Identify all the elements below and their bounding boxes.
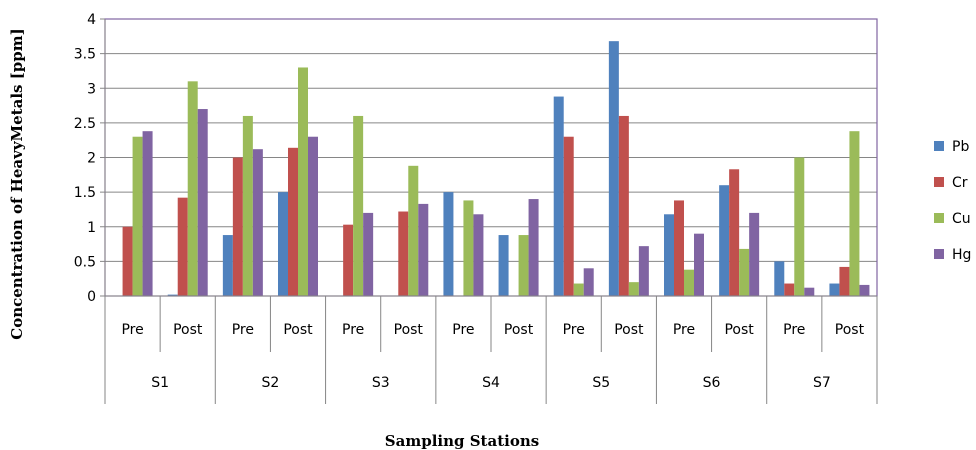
bar-cr-s6-post: [729, 169, 740, 296]
plot-area: 0 0.5 1 1.5 2 2.5 3 3.5 4 Pre Post Pre Post Pre Post Pr…: [74, 12, 878, 404]
y-axis-title: Concentration of HeavyMetals [ppm]: [8, 28, 26, 340]
bar-hg-s1-post: [197, 109, 208, 297]
bar-cr-s2-pre: [232, 157, 243, 296]
bar-hg-s7-pre: [804, 287, 815, 296]
y-tick-label: 0.5: [74, 254, 96, 270]
bar-hg-s2-pre: [252, 149, 263, 296]
y-tick-label: 0: [87, 289, 96, 305]
bar-pb-s6-pre: [664, 214, 674, 296]
bar-hg-s3-post: [418, 203, 429, 296]
bar-hg-s6-post: [749, 212, 760, 296]
bar-hg-s3-pre: [363, 212, 374, 296]
bar-pb-s7-post: [829, 283, 840, 296]
bar-cu-s2-post: [298, 67, 308, 296]
y-tick-label: 2: [87, 151, 96, 167]
x-tick-label: Post: [283, 322, 313, 338]
bar-cu-s2-pre: [242, 115, 253, 296]
bar-hg-s6-pre: [694, 233, 704, 296]
x-group-label: S1: [151, 375, 169, 391]
y-tick-label: 4: [87, 12, 96, 28]
bar-cu-s7-pre: [794, 157, 805, 296]
bar-cr-s3-post: [398, 211, 409, 296]
bar-cr-s6-pre: [674, 200, 684, 296]
bar-pb-s2-post: [278, 192, 288, 296]
x-tick-label: Pre: [452, 322, 474, 338]
x-group-label: S6: [703, 375, 721, 391]
x-tick-label: Post: [835, 322, 865, 338]
bar-cu-s3-pre: [353, 115, 364, 296]
bar-hg-s5-pre: [583, 268, 594, 296]
x-tick-label: Pre: [673, 322, 695, 338]
bar-pb-s5-post: [608, 41, 619, 296]
bar-cr-s1-pre: [122, 226, 133, 296]
bar-pb-s1-post: [167, 294, 178, 296]
bar-hg-s2-post: [308, 136, 318, 296]
bar-cu-s6-pre: [684, 269, 694, 296]
x-tick-label: Pre: [121, 322, 143, 338]
bar-cu-s4-pre: [463, 200, 474, 296]
x-group-label: S4: [482, 375, 500, 391]
bar-hg-s1-pre: [142, 131, 153, 296]
bar-cr-s3-pre: [343, 224, 354, 296]
y-tick-label: 2.5: [74, 116, 96, 132]
y-tick-label: 1.5: [74, 185, 96, 201]
x-group-label: S7: [813, 375, 831, 391]
legend-label: Hg: [952, 247, 971, 263]
legend-swatch: [934, 177, 944, 187]
legend-label: Cr: [952, 175, 968, 191]
x-tick-label: Post: [614, 322, 644, 338]
bar-cr-s7-pre: [784, 283, 795, 296]
y-tick-label: 3: [87, 81, 96, 97]
legend-swatch: [934, 213, 944, 223]
x-group-label: S5: [592, 375, 610, 391]
bar-hg-s7-post: [859, 284, 870, 296]
legend-swatch: [934, 249, 944, 259]
x-tick-label: Pre: [783, 322, 805, 338]
x-axis-title: Sampling Stations: [385, 432, 539, 450]
bar-hg-s5-post: [638, 246, 649, 296]
bar-cr-s5-post: [618, 115, 629, 296]
bar-cr-s1-post: [177, 197, 188, 296]
bar-pb-s4-pre: [443, 192, 454, 296]
bar-cu-s7-post: [849, 131, 860, 296]
bar-cu-s6-post: [739, 248, 750, 296]
x-tick-label: Pre: [563, 322, 585, 338]
bar-cu-s5-post: [628, 282, 639, 296]
x-group-label: S2: [262, 375, 280, 391]
bar-pb-s4-post: [498, 235, 509, 296]
legend-label: Cu: [952, 211, 971, 227]
legend: Pb Cr Cu Hg: [934, 139, 971, 263]
bar-cr-s2-post: [288, 147, 298, 296]
y-tick-label: 3.5: [74, 47, 96, 63]
x-tick-label: Pre: [232, 322, 254, 338]
x-tick-label: Post: [394, 322, 424, 338]
bar-hg-s4-pre: [473, 214, 484, 296]
x-tick-label: Pre: [342, 322, 364, 338]
bar-cu-s1-pre: [132, 136, 143, 296]
bar-cu-s1-post: [187, 81, 198, 296]
y-tick-label: 1: [87, 220, 96, 236]
x-tick-label: Post: [504, 322, 534, 338]
bar-pb-s2-pre: [222, 235, 233, 296]
bar-pb-s7-pre: [774, 261, 785, 296]
bar-cr-s5-pre: [563, 136, 574, 296]
legend-label: Pb: [952, 139, 969, 155]
bar-cr-s7-post: [839, 266, 850, 296]
bar-pb-s6-post: [719, 185, 730, 296]
legend-swatch: [934, 141, 944, 151]
bar-hg-s4-post: [528, 199, 539, 296]
bar-cu-s5-pre: [573, 283, 584, 296]
bar-cu-s4-post: [518, 235, 529, 296]
bar-cu-s3-post: [408, 165, 419, 296]
x-group-label: S3: [372, 375, 390, 391]
x-tick-label: Post: [173, 322, 203, 338]
x-tick-label: Post: [724, 322, 754, 338]
bar-pb-s5-pre: [553, 96, 564, 296]
